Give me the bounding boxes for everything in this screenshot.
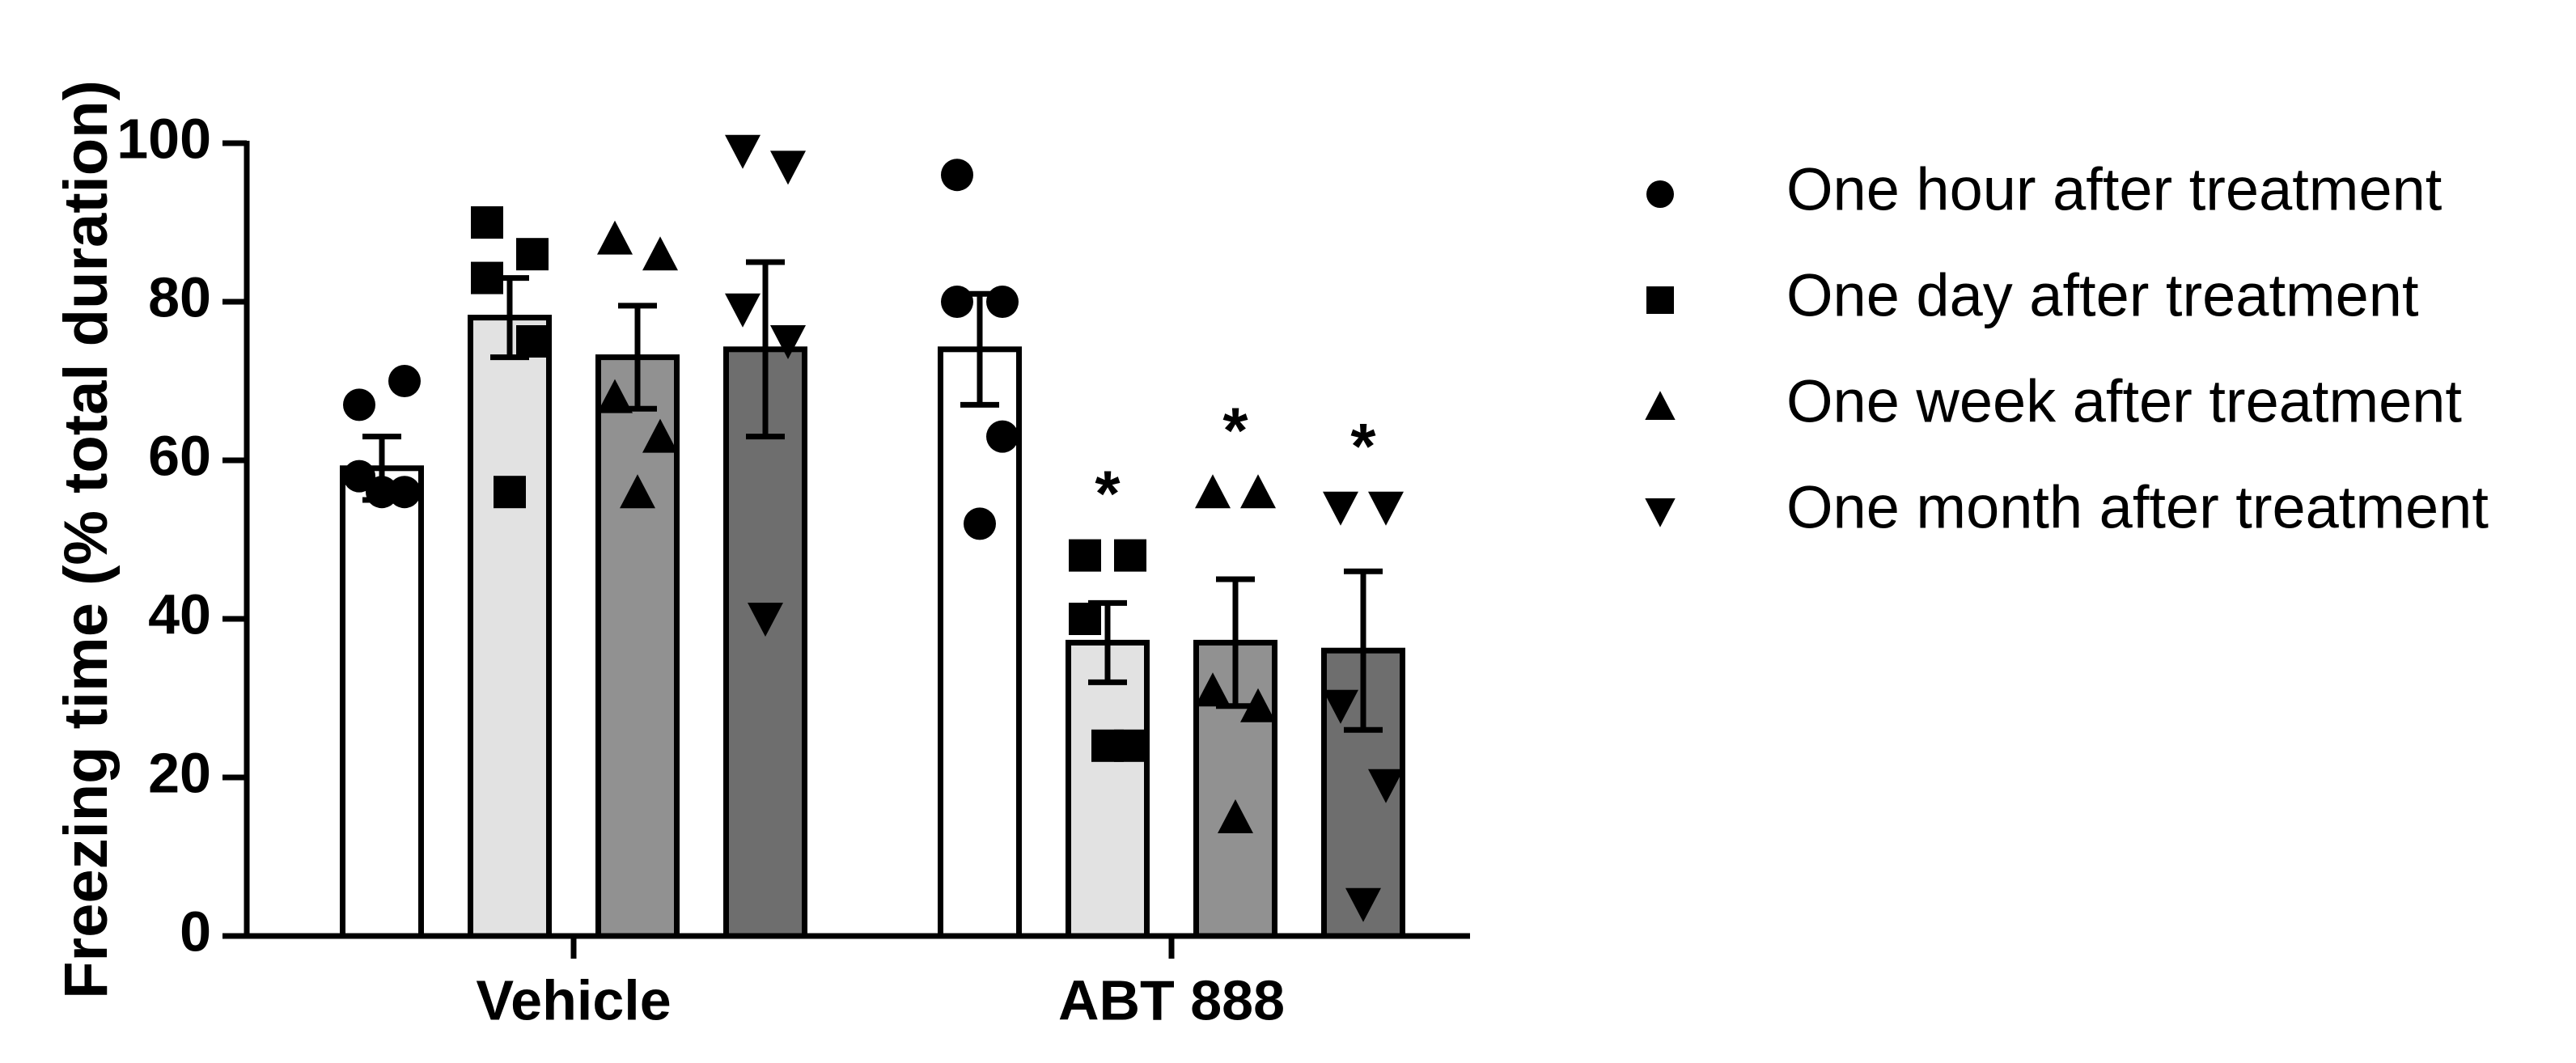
legend-marker [1646,180,1674,208]
bar [1066,639,1150,939]
legend-label: One week after treatment [1786,368,2462,435]
legend-label: One day after treatment [1786,262,2419,329]
data-point [1069,603,1101,635]
data-point [1345,887,1381,922]
data-point [770,325,806,359]
legend-marker [1645,391,1676,420]
bar [340,465,424,939]
y-tick-label: 80 [148,265,211,328]
data-point [941,286,973,318]
data-point [494,476,526,509]
error-bar [1344,568,1383,733]
data-point [986,420,1019,453]
data-point [725,134,761,169]
significance-label: * [1350,410,1376,482]
data-point [1195,672,1231,707]
data-point [964,507,996,540]
data-point [725,293,761,328]
data-point [986,286,1019,318]
data-point [471,206,503,239]
y-tick-label: 100 [117,107,211,170]
legend-marker [1646,286,1674,314]
bar [468,315,552,939]
data-point [516,238,549,271]
data-point [748,603,783,637]
data-point [1240,688,1276,722]
data-point [388,365,421,397]
x-tick-label: ABT 888 [1058,968,1285,1031]
data-point [642,236,678,271]
legend-marker [1645,498,1676,527]
significance-label: * [1222,394,1248,466]
data-point [516,325,549,358]
data-point [343,388,375,421]
data-point [1368,491,1404,526]
bar [723,346,807,939]
legend-label: One month after treatment [1786,474,2489,541]
error-bar [746,259,785,440]
data-point [343,460,375,493]
data-point [1368,769,1404,803]
data-point [471,261,503,294]
data-point [1218,799,1253,833]
data-point [1069,539,1101,572]
data-point [1323,689,1358,724]
data-point [1323,491,1358,526]
legend-label: One hour after treatment [1786,156,2443,223]
data-point [770,150,806,185]
y-axis-label: Freezing time (% total duration) [52,80,121,999]
y-tick-label: 60 [148,424,211,487]
data-point [1114,539,1146,572]
data-point [642,418,678,453]
data-point [1091,729,1124,762]
data-point [1195,474,1231,509]
significance-label: * [1095,458,1121,530]
x-tick-label: Vehicle [476,968,671,1031]
y-tick-label: 0 [180,900,211,963]
y-tick-label: 20 [148,741,211,804]
data-point [388,476,421,509]
data-point [597,220,633,255]
data-point [366,476,398,509]
y-tick-label: 40 [148,582,211,646]
data-point [620,474,655,509]
data-point [1240,474,1276,509]
data-point [597,379,633,413]
data-point [941,159,973,192]
